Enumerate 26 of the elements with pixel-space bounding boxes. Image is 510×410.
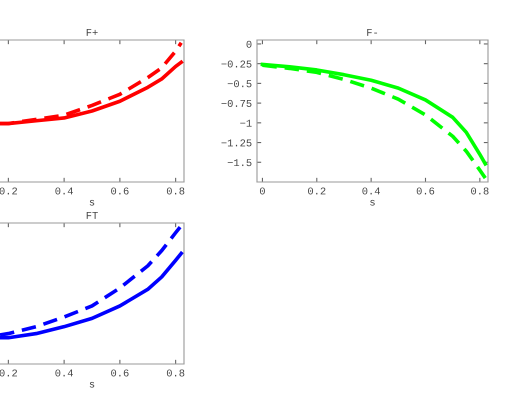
x-tick-label: 0.2 [0, 187, 18, 195]
x-tick-label: 0.6 [416, 187, 434, 195]
x-axis-title: s [90, 200, 94, 206]
x-tick-label: 0.4 [362, 187, 380, 195]
x-tick-label: 0.8 [166, 187, 184, 195]
y-tick-label: 0 [246, 40, 252, 48]
y-tick-label: −0.5 [228, 80, 252, 88]
x-tick-label: 0.6 [111, 187, 129, 195]
x-tick-label: 0.2 [308, 187, 326, 195]
chart-title: F- [367, 28, 378, 36]
y-tick-label: −0.25 [221, 60, 252, 68]
x-tick-label: 0.2 [0, 369, 18, 377]
x-tick-label: 0.4 [55, 187, 73, 195]
x-tick-label: 0.4 [55, 369, 73, 377]
x-axis-title: s [90, 382, 94, 388]
y-tick-label: −1.25 [221, 139, 252, 146]
x-tick-label: 0.8 [471, 187, 489, 195]
x-tick-label: 0.6 [111, 369, 129, 377]
chart-title: FT [86, 212, 98, 219]
chart-title: F+ [86, 28, 98, 36]
y-tick-label: −1.5 [228, 159, 252, 166]
y-tick-label: −0.75 [221, 100, 252, 107]
x-tick-label: 0 [260, 187, 265, 195]
x-axis-title: s [370, 200, 375, 206]
x-tick-label: 0.8 [166, 369, 184, 377]
y-tick-label: −1 [240, 120, 252, 127]
